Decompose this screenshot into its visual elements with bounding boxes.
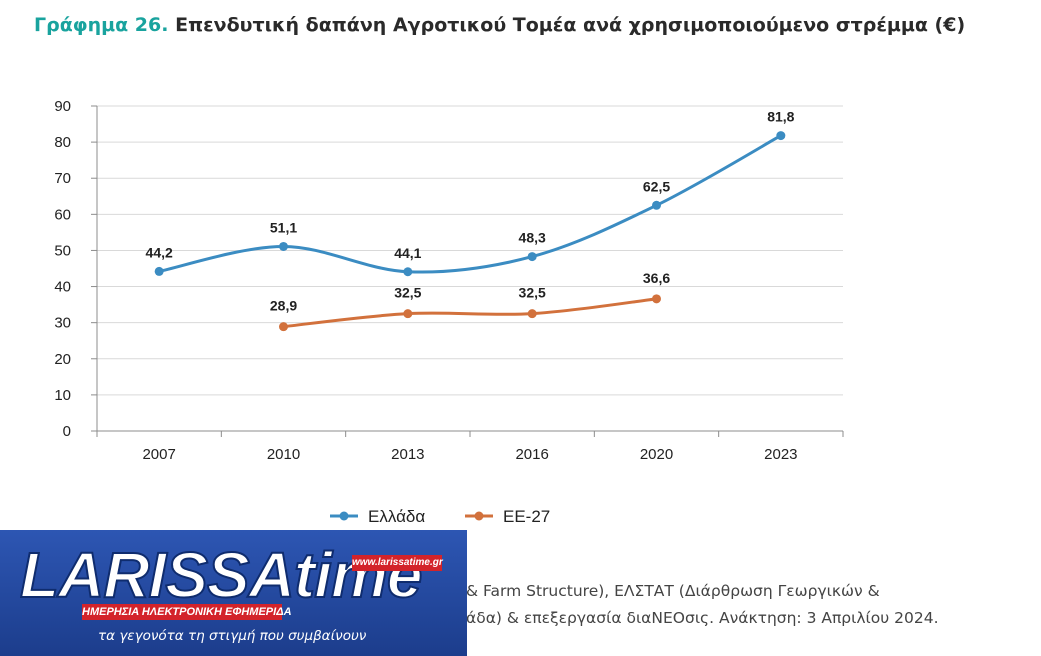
y-tick-label: 50 (54, 242, 71, 259)
y-tick-label: 70 (54, 170, 71, 187)
logo-subtitle-band: ΗΜΕΡΗΣΙΑ ΗΛΕΚΤΡΟΝΙΚΗ ΕΦΗΜΕΡΙΔΑ (82, 604, 292, 620)
data-labels: 44,2 51,1 44,1 48,3 62,5 81,8 28,9 32,5 32,5 36,6 (146, 109, 795, 314)
data-label: 81,8 (767, 109, 794, 125)
chart-title: Γράφημα 26. Επενδυτική δαπάνη Αγροτικού … (34, 14, 965, 36)
chart-title-text: Επενδυτική δαπάνη Αγροτικού Τομέα ανά χρ… (175, 14, 966, 36)
series-lines (154, 131, 786, 332)
logo-tagline: τα γεγονότα τη στιγμή που συμβαίνουν (98, 628, 367, 644)
y-tick-label: 80 (54, 134, 71, 151)
y-tick-labels: 0 10 20 30 40 50 60 70 80 90 (54, 98, 71, 440)
legend-swatch-marker (474, 511, 484, 521)
axes (96, 106, 844, 437)
y-tick-label: 90 (54, 98, 71, 115)
data-point (279, 322, 288, 332)
y-tick-label: 30 (54, 315, 71, 332)
legend-swatch-marker (339, 511, 349, 521)
legend-label: ΕΕ-27 (503, 507, 550, 526)
data-point (652, 200, 661, 210)
y-tick-label: 40 (54, 279, 71, 296)
source-line-1: & Farm Structure), ΕΛΣΤΑΤ (Διάρθρωση Γεω… (466, 582, 880, 600)
x-tick-labels: 2007 2010 2013 2016 2020 2023 (142, 446, 797, 463)
data-point (652, 294, 661, 304)
data-label: 51,1 (270, 219, 297, 235)
data-label: 32,5 (394, 285, 421, 301)
gridlines (91, 105, 843, 432)
data-label: 32,5 (519, 285, 546, 301)
legend-label: Ελλάδα (368, 507, 425, 526)
data-label: 44,2 (146, 244, 173, 260)
legend: Ελλάδα ΕΕ-27 (330, 507, 550, 526)
data-point (403, 267, 413, 277)
x-tick-label: 2007 (142, 446, 175, 463)
data-label: 28,9 (270, 298, 297, 314)
logo-wordmark: LARISSAtime (19, 539, 423, 611)
source-line-2: άδα) & επεξεργασία διαΝΕΟσις. Ανάκτηση: … (466, 609, 939, 627)
series-line-eu27 (282, 297, 658, 329)
x-tick-label: 2020 (640, 446, 673, 463)
data-label: 62,5 (643, 178, 670, 194)
y-tick-label: 20 (54, 351, 71, 368)
data-point (403, 309, 413, 319)
x-tick-label: 2013 (391, 446, 424, 463)
data-label: 48,3 (519, 230, 546, 246)
larissatime-logo: LARISSAtime www.larissatime.gr ΗΜΕΡΗΣΙΑ … (0, 530, 467, 656)
data-point (154, 266, 164, 276)
data-label: 36,6 (643, 270, 670, 286)
data-point (527, 309, 537, 319)
data-label: 44,1 (394, 245, 421, 261)
x-tick-label: 2016 (515, 446, 548, 463)
y-tick-label: 60 (54, 206, 71, 223)
chart-title-number: Γράφημα 26. (34, 14, 169, 36)
y-tick-label: 10 (54, 387, 71, 404)
data-point (776, 131, 786, 141)
source-note: & Farm Structure), ΕΛΣΤΑΤ (Διάρθρωση Γεω… (466, 578, 939, 632)
series-line-greece (157, 134, 783, 274)
y-tick-label: 0 (63, 423, 71, 440)
logo-url: www.larissatime.gr (352, 555, 443, 571)
data-point (527, 252, 537, 262)
x-tick-label: 2010 (267, 446, 300, 463)
x-tick-label: 2023 (764, 446, 797, 463)
data-point (279, 241, 288, 251)
